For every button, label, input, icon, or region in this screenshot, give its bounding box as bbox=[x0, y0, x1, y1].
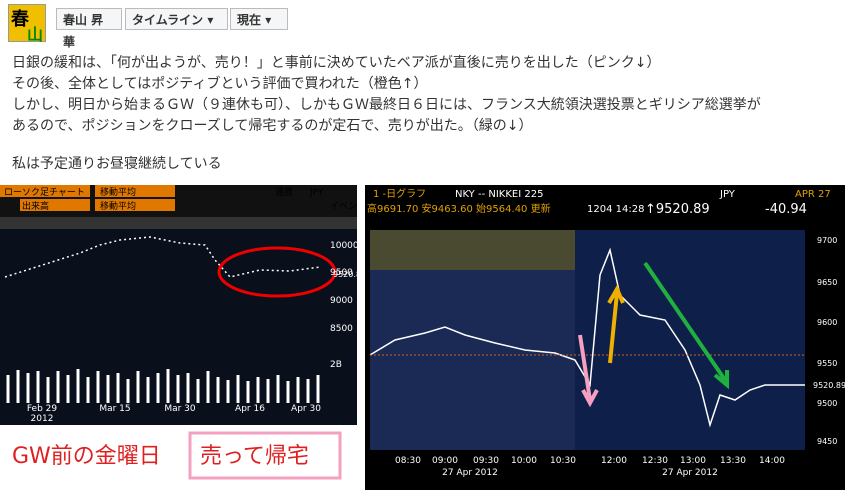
x-tick-label: 14:00 bbox=[759, 456, 785, 466]
x-tick-label: 10:00 bbox=[511, 456, 537, 466]
x-tick-label: Feb 29 bbox=[27, 404, 58, 414]
y-tick-label: 9500 bbox=[330, 268, 353, 278]
caption: GW前の金曜日 bbox=[12, 444, 161, 469]
date-label: 27 Apr 2012 bbox=[662, 468, 718, 478]
stats: 高9691.70 安9463.60 始9564.40 更新 bbox=[367, 202, 551, 215]
ticker: NKY -- NIKKEI 225 bbox=[455, 189, 543, 200]
year-label: 2012 bbox=[31, 414, 54, 424]
y-tick-label: 9000 bbox=[330, 296, 353, 306]
toolbar-label: JPY bbox=[309, 188, 324, 198]
tb bbox=[95, 185, 175, 197]
x-tick-label: Mar 15 bbox=[99, 404, 130, 414]
date: APR 27 bbox=[795, 189, 831, 200]
last-price: 9520.89 bbox=[813, 381, 845, 390]
header-texts: 1 -日グラフ NKY -- NIKKEI 225 JPY APR 27 高9691.7… bbox=[367, 187, 831, 217]
tb bbox=[0, 185, 90, 197]
chart-title: 1 -日グラフ bbox=[373, 187, 426, 200]
green-arrow bbox=[643, 261, 729, 390]
currency: JPY bbox=[719, 189, 736, 200]
y-tick-label: 9700 bbox=[817, 236, 837, 245]
post-line: 私は予定通りお昼寝継続している bbox=[12, 156, 222, 172]
toolbar-label: 移動平均 bbox=[100, 186, 136, 198]
x-tick-label: Mar 30 bbox=[164, 404, 196, 414]
y-tick-label: 2B bbox=[330, 360, 342, 370]
profile-name[interactable]: 春山 昇華 bbox=[56, 8, 122, 49]
sort-button[interactable]: 現在 ▾ bbox=[230, 8, 288, 30]
left-chart-image: ローソク足チャート移動平均通貨JPY出来高移動平均イベント GW前の金曜日 売っ… bbox=[0, 185, 357, 490]
avatar-char: 山 bbox=[27, 25, 44, 44]
price-line bbox=[369, 247, 805, 428]
pink-arrow bbox=[578, 334, 599, 408]
menu-bar bbox=[0, 217, 357, 229]
x-tick-label: 09:30 bbox=[473, 456, 499, 466]
price-candles bbox=[4, 236, 321, 278]
toolbar-texts: ローソク足チャート移動平均通貨JPY出来高移動平均イベント bbox=[4, 186, 357, 212]
toolbar-label: ローソク足チャート bbox=[4, 187, 85, 198]
x-tick-label: 10:30 bbox=[550, 456, 576, 466]
x-tick-label: Apr 30 bbox=[291, 404, 321, 414]
y-tick-label: 10000 bbox=[330, 241, 357, 251]
orange-arrow bbox=[607, 284, 625, 364]
volume-bars bbox=[6, 369, 320, 403]
caption-box-text: 売って帰宅 bbox=[200, 444, 309, 469]
x-tick-label: Apr 16 bbox=[235, 404, 265, 414]
band bbox=[370, 230, 575, 270]
toolbar-label: 出来高 bbox=[22, 200, 49, 212]
x-tick-label: 12:00 bbox=[601, 456, 627, 466]
y-tick-label: 9600 bbox=[817, 318, 837, 327]
toolbar-label: 移動平均 bbox=[100, 200, 136, 212]
tb bbox=[95, 199, 175, 211]
area bbox=[575, 230, 805, 450]
date-label: 27 Apr 2012 bbox=[442, 468, 498, 478]
x-tick-label: 09:00 bbox=[432, 456, 458, 466]
caption-box bbox=[188, 431, 342, 480]
toolbar-label: イベント bbox=[330, 202, 357, 212]
post-line: しかし、明日から始まるＧＷ（９連休も可）、しかもＧＷ最終日６日には、フランス大統… bbox=[12, 97, 761, 113]
price: ↑9520.89 bbox=[645, 202, 710, 217]
label: タイムライン bbox=[132, 13, 204, 27]
last-price: 9520.89 bbox=[333, 270, 357, 279]
y-tick-label: 9650 bbox=[817, 278, 837, 287]
x-tick-label: 13:00 bbox=[680, 456, 706, 466]
toolbar-label: 通貨 bbox=[275, 186, 293, 198]
post-line: その後、全体としてはポジティブという評価で買われた（橙色↑） bbox=[12, 76, 428, 92]
x-tick-label: 12:30 bbox=[642, 456, 668, 466]
avatar[interactable]: 春 山 bbox=[8, 4, 46, 44]
post-line: 日銀の緩和は、「何が出ようが、売り！」と事前に決めていたベア派が直後に売りを出し… bbox=[12, 55, 661, 71]
highlight-circle bbox=[217, 246, 337, 298]
timeline-button[interactable]: タイムライン ▾ bbox=[125, 8, 228, 30]
tb bbox=[20, 199, 90, 211]
x-tick-label: 13:30 bbox=[720, 456, 746, 466]
avatar-char: 春 bbox=[11, 9, 29, 30]
change: -40.94 bbox=[765, 202, 807, 217]
post-line: あるので、ポジションをクローズして帰宅するのが定石で、売りが出た。（緑の↓） bbox=[12, 118, 533, 134]
y-tick-label: 9550 bbox=[817, 359, 837, 368]
label: 現在 bbox=[237, 13, 262, 27]
right-chart-image: 1 -日グラフ NKY -- NIKKEI 225 JPY APR 27 高9691.7… bbox=[365, 185, 845, 490]
time: 1204 14:28 bbox=[587, 204, 644, 215]
x-tick-label: 08:30 bbox=[395, 456, 421, 466]
y-tick-label: 9500 bbox=[817, 399, 837, 408]
y-tick-label: 9450 bbox=[817, 437, 837, 446]
y-tick-label: 8500 bbox=[330, 324, 353, 334]
